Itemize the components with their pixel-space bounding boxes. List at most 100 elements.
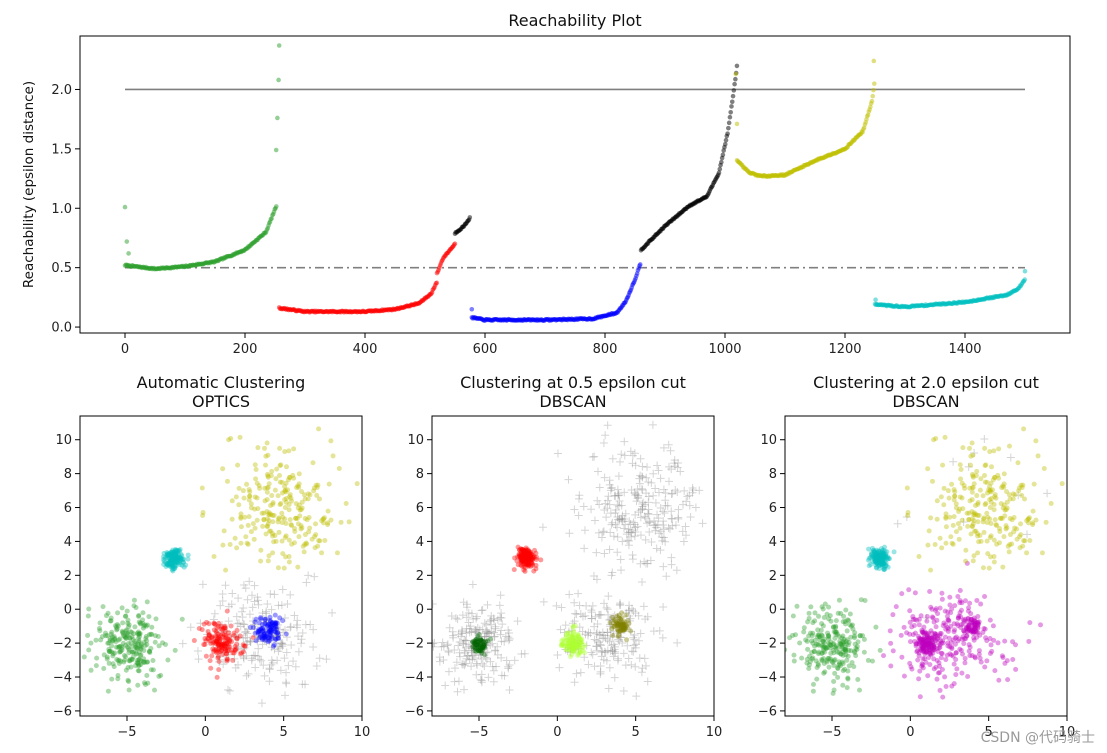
noise-point [224,602,233,611]
cluster-point [165,554,171,560]
reachability-point [273,147,279,153]
noise-point [490,632,499,641]
cluster-point [943,540,949,546]
cluster-point [111,634,117,640]
cluster-point [172,565,178,571]
cluster-point [801,629,807,635]
noise-point [227,634,236,643]
cluster-point [920,639,926,645]
cluster-point [302,542,308,548]
cluster-point [879,552,885,558]
noise-point [218,590,227,598]
cluster-point [899,654,905,660]
noise-point [209,615,218,624]
cluster-point [904,630,910,636]
cluster-point [482,641,488,647]
noise-point [239,604,248,613]
cluster-point [820,642,826,648]
cluster-point [845,653,851,659]
cluster-point [133,651,139,657]
cluster-point [940,640,946,646]
cluster-point [957,646,963,652]
noise-point [497,637,506,646]
cluster-point [1013,666,1019,672]
cluster-point [992,668,998,674]
cluster-point [146,649,152,655]
cluster-point [144,672,150,678]
cluster-point [237,633,243,639]
noise-point [495,601,504,610]
noise-point [667,489,676,498]
cluster-point [828,650,834,656]
noise-point [265,665,274,674]
cluster-point [932,607,938,613]
cluster-point [826,664,832,670]
reachability-point [729,99,735,105]
cluster-point [980,493,986,499]
cluster-point [983,501,989,507]
cluster-point [1003,507,1009,513]
cluster-point [252,619,258,625]
noise-point [630,532,639,541]
cluster-point [992,474,998,480]
noise-point [618,625,627,634]
noise-point [244,625,253,634]
cluster-point [966,627,972,633]
cluster-point [848,648,854,654]
cluster-point [965,523,971,529]
noise-point [553,449,562,458]
cluster-point [968,462,974,468]
cluster-point [576,642,582,648]
noise-point [594,610,603,619]
noise-point [239,619,248,628]
cluster-point [925,641,931,647]
cluster-point [839,645,845,651]
cluster-point [569,645,575,651]
cluster-point [987,488,993,494]
cluster-point [876,548,882,554]
cluster-point [274,630,280,636]
x-tick-label: 5 [985,725,993,740]
noise-point [625,527,634,536]
cluster-point [815,651,821,657]
cluster-point [983,635,989,641]
cluster-point [1002,638,1008,644]
cluster-point [948,652,954,658]
cluster-point [831,624,837,630]
cluster-point [877,647,883,653]
noise-point [627,528,636,537]
cluster-point [180,556,186,562]
noise-point [485,629,494,638]
noise-point [591,612,600,621]
cluster-point [884,555,890,561]
cluster-point [920,629,926,635]
cluster-point [841,641,847,647]
noise-point [634,491,643,500]
y-tick-label: 0.0 [51,321,72,336]
noise-point [574,636,583,645]
noise-point [258,608,267,617]
noise-point [638,505,647,514]
cluster-point [272,612,278,618]
cluster-point [129,629,135,635]
cluster-point [574,642,580,648]
noise-point [449,633,458,642]
cluster-point [286,474,292,480]
reachability-point [122,204,128,210]
cluster-point [879,558,885,564]
cluster-point [918,643,924,649]
cluster-point [573,640,579,646]
cluster-point [283,554,289,560]
noise-point [491,646,500,655]
cluster-point [310,460,316,466]
cluster-point [113,624,119,630]
noise-point [652,523,661,532]
cluster-point [1038,622,1044,628]
cluster-point [248,529,254,535]
noise-point [674,505,683,514]
cluster-point [968,616,974,622]
cluster-point [872,553,878,559]
cluster-point [616,621,622,627]
noise-point [571,609,580,618]
noise-point [485,617,494,626]
